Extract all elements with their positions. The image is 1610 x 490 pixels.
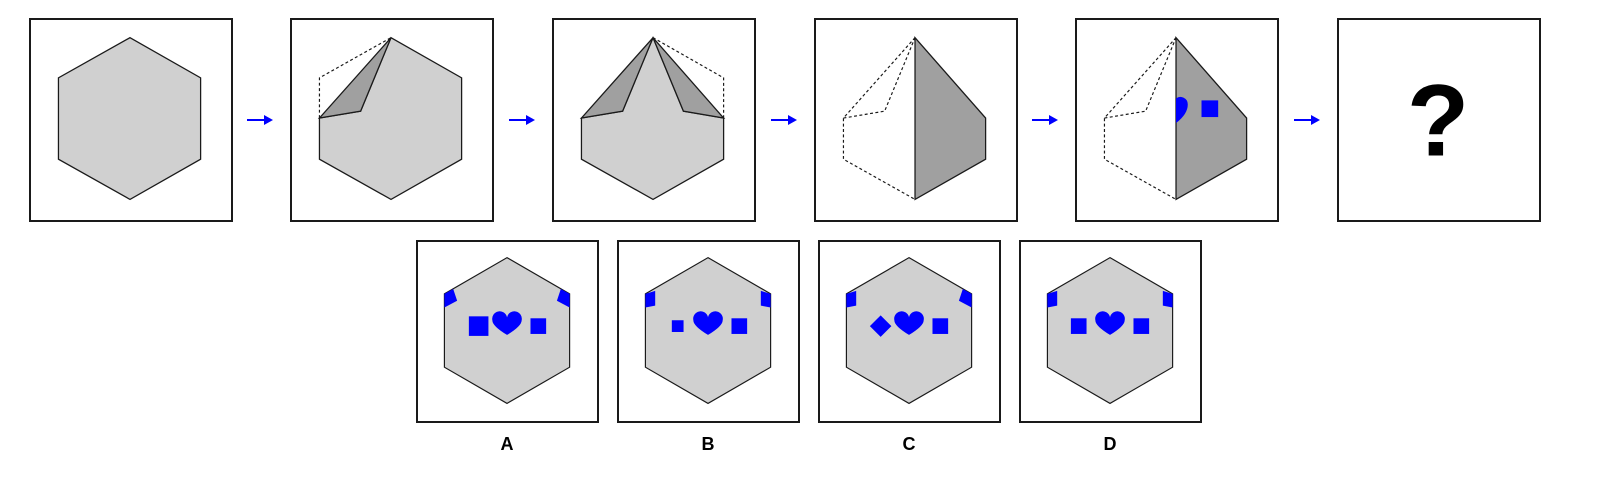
square-icon — [932, 318, 949, 334]
folded-flap — [317, 37, 392, 119]
option-b-figure — [644, 256, 772, 405]
sequence-panel-1 — [29, 18, 233, 222]
sequence-panel-4 — [814, 18, 1018, 222]
question-mark: ? — [1407, 63, 1469, 177]
option-c-panel[interactable] — [818, 240, 1001, 423]
corner-notch-right — [1162, 290, 1173, 308]
sequence-panel-3 — [552, 18, 756, 222]
corner-notch-right — [760, 290, 771, 308]
option-a-label: A — [500, 434, 514, 454]
square-icon — [1201, 100, 1219, 118]
folded-flap-right — [652, 37, 726, 119]
fold-step-2-figure — [579, 35, 726, 201]
corner-notch-left — [444, 288, 458, 308]
option-d-figure — [1046, 256, 1174, 405]
heart-icon — [894, 311, 924, 335]
arrow-right-icon — [508, 113, 536, 127]
hexagon-remaining — [318, 36, 463, 201]
option-a-figure — [443, 256, 571, 405]
square-icon — [530, 318, 547, 334]
hexagon — [57, 36, 202, 201]
square-small-icon — [671, 320, 684, 332]
question-figure: ? — [1407, 63, 1469, 177]
option-b-label: B — [701, 434, 715, 454]
option-c-label: C — [902, 434, 916, 454]
option-d-label: D — [1103, 434, 1117, 454]
heart-icon — [1095, 311, 1125, 335]
folded-flap-left — [579, 37, 654, 119]
corner-notch-left — [846, 290, 857, 308]
half-heart-icon — [1176, 96, 1188, 123]
sequence-panel-2 — [290, 18, 494, 222]
fold-dashed-outline — [1103, 37, 1177, 200]
corner-notch-right — [958, 288, 972, 308]
square-icon — [1070, 318, 1087, 334]
arrow-right-icon — [1293, 113, 1321, 127]
fold-step-1-figure — [317, 36, 463, 201]
sequence-panel-5 — [1075, 18, 1279, 222]
square-icon — [731, 318, 748, 334]
arrow-right-icon — [1031, 113, 1059, 127]
heart-icon — [492, 311, 522, 335]
corner-notch-left — [1047, 290, 1058, 308]
fold-dashed-inner — [1104, 37, 1177, 119]
corner-notch-left — [645, 290, 656, 308]
fold-dashed-outline — [318, 37, 392, 119]
option-b-panel[interactable] — [617, 240, 800, 423]
answer-placeholder-panel: ? — [1337, 18, 1541, 222]
option-d-panel[interactable] — [1019, 240, 1202, 423]
folded-half — [1175, 35, 1248, 201]
punch-step-figure — [1103, 35, 1248, 201]
option-a-panel[interactable] — [416, 240, 599, 423]
option-c-figure — [845, 256, 973, 405]
arrow-right-icon — [770, 113, 798, 127]
fold-step-3-figure — [842, 35, 987, 201]
square-large-icon — [468, 316, 489, 336]
fold-dashed-outline — [842, 37, 916, 200]
square-icon — [1133, 318, 1150, 334]
fold-dashed-inner — [843, 37, 916, 119]
folded-half — [914, 35, 987, 201]
arrow-right-icon — [246, 113, 274, 127]
hexagon-figure — [57, 36, 202, 201]
fold-dashed-outline — [652, 37, 725, 119]
heart-icon — [693, 311, 723, 335]
hexagon-remaining — [580, 35, 725, 201]
corner-notch-right — [556, 288, 570, 308]
